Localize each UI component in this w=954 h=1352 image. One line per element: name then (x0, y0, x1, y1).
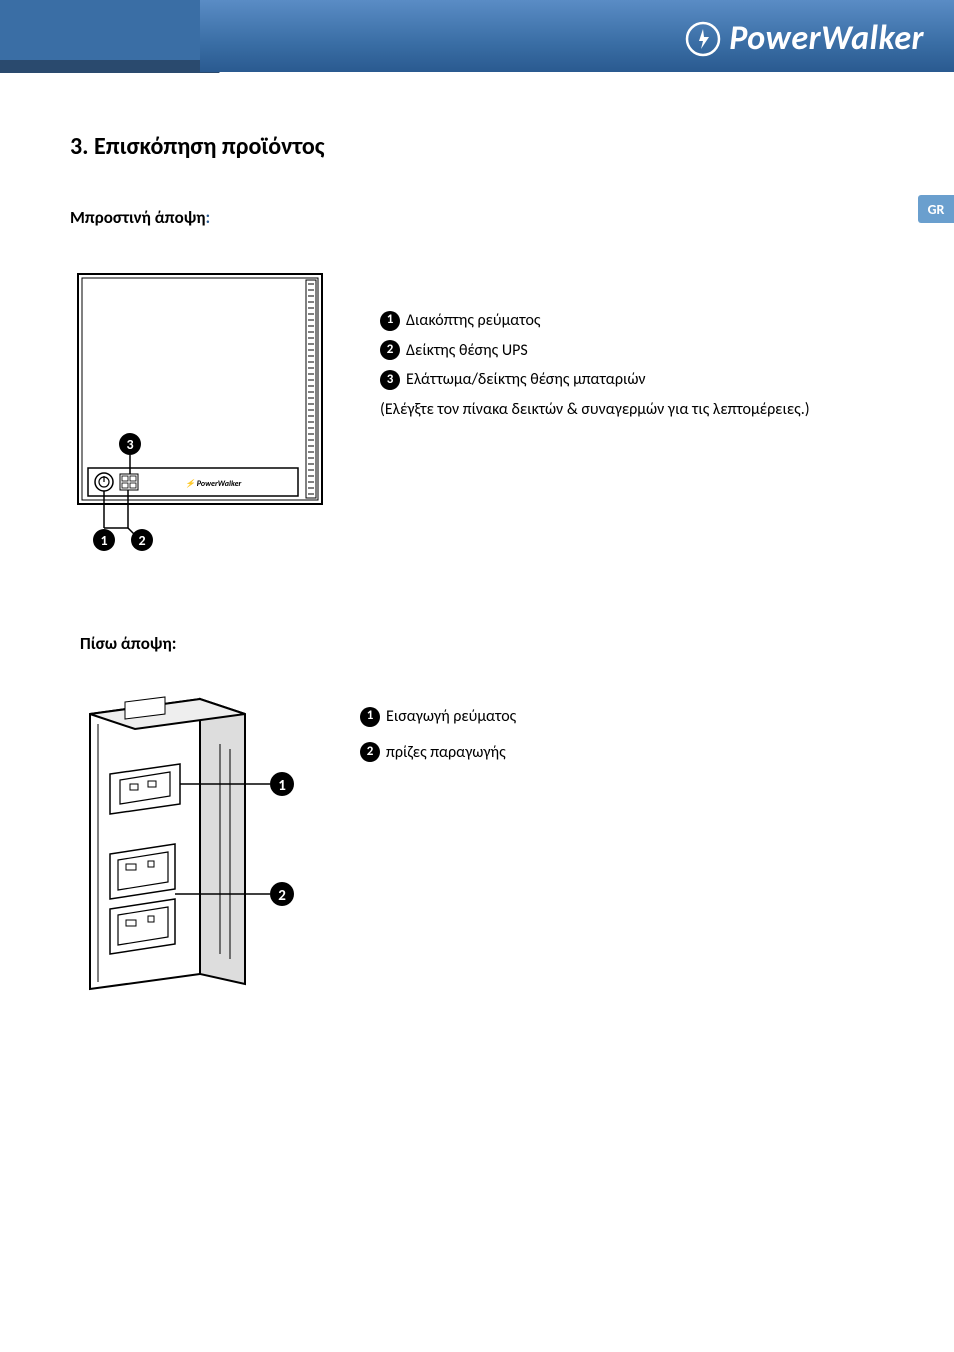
legend-item: 1 Εισαγωγή ρεύματος (360, 704, 884, 730)
page-header: PowerWalker (0, 0, 954, 72)
section-title: 3. Επισκόπηση προϊόντος (70, 132, 884, 161)
legend-number-icon: 1 (380, 311, 400, 331)
legend-text: Διακόπτης ρεύματος (406, 308, 540, 334)
rear-row: 1 2 1 Εισαγωγή ρεύματος 2 πρίζες παραγωγ… (70, 684, 884, 1009)
page-content: 3. Επισκόπηση προϊόντος Μπροστινή άποψη: (0, 72, 954, 1009)
front-view-text: Μπροστινή άποψη (70, 207, 206, 228)
colon: : (206, 207, 211, 228)
rear-view-label: Πίσω άποψη: (80, 633, 884, 654)
rear-legend: 1 Εισαγωγή ρεύματος 2 πρίζες παραγωγής (360, 684, 884, 775)
legend-item: 2 Δείκτης θέσης UPS (380, 338, 884, 364)
legend-item: 1 Διακόπτης ρεύματος (380, 308, 884, 334)
legend-number-icon: 2 (360, 742, 380, 762)
legend-text: πρίζες παραγωγής (386, 740, 506, 766)
legend-number-icon: 1 (360, 707, 380, 727)
svg-text:1: 1 (100, 532, 107, 549)
front-view-label: Μπροστινή άποψη: (70, 207, 884, 228)
legend-item: 2 πρίζες παραγωγής (360, 740, 884, 766)
svg-text:2: 2 (138, 532, 145, 549)
header-left-block (0, 0, 200, 60)
language-tab: GR (918, 195, 954, 223)
legend-text: Δείκτης θέσης UPS (406, 338, 528, 364)
brand: PowerWalker (685, 18, 924, 59)
front-diagram: ⚡ PowerWalker 3 1 2 (70, 268, 340, 583)
legend-text: Ελάττωμα/δείκτης θέσης μπαταριών (406, 367, 646, 393)
legend-text: Εισαγωγή ρεύματος (386, 704, 516, 730)
legend-number-icon: 2 (380, 340, 400, 360)
header-right-block: PowerWalker (200, 0, 954, 72)
rear-section: Πίσω άποψη: (70, 633, 884, 1009)
front-legend: 1 Διακόπτης ρεύματος 2 Δείκτης θέσης UPS… (380, 268, 884, 422)
legend-item: 3 Ελάττωμα/δείκτης θέσης μπαταριών (380, 367, 884, 393)
svg-text:1: 1 (278, 777, 286, 795)
svg-text:2: 2 (278, 887, 286, 905)
brand-icon (685, 21, 721, 57)
legend-note: (Ελέγξτε τον πίνακα δεικτών & συναγερμών… (380, 397, 884, 423)
brand-text: PowerWalker (729, 18, 924, 59)
front-row: ⚡ PowerWalker 3 1 2 1 Διακόπτης ρεύμ (70, 268, 884, 583)
rear-diagram: 1 2 (70, 684, 320, 1009)
legend-number-icon: 3 (380, 370, 400, 390)
svg-text:⚡ PowerWalker: ⚡ PowerWalker (185, 478, 241, 489)
svg-text:3: 3 (126, 436, 133, 453)
